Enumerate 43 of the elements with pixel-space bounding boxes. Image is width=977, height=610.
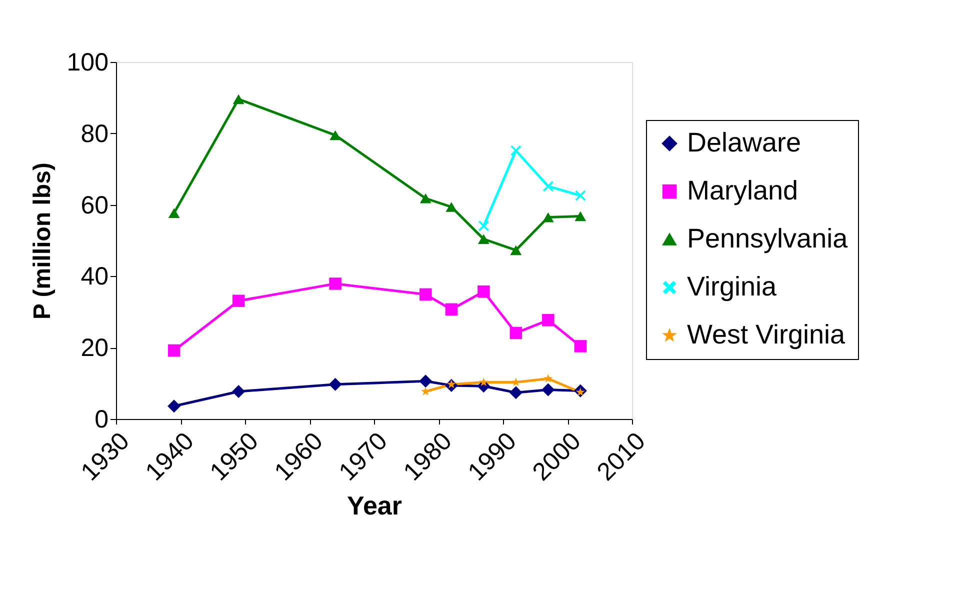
y-tick-label: 80 bbox=[80, 120, 108, 148]
point bbox=[478, 234, 490, 244]
point bbox=[542, 180, 554, 192]
point bbox=[232, 94, 244, 104]
point bbox=[574, 340, 587, 352]
point bbox=[542, 212, 554, 222]
y-axis-title: P (million lbs) bbox=[28, 162, 56, 320]
point bbox=[232, 294, 245, 307]
point bbox=[510, 326, 522, 340]
point bbox=[419, 374, 432, 388]
point bbox=[478, 285, 490, 298]
legend-label: Delaware bbox=[687, 128, 802, 158]
point bbox=[575, 190, 586, 201]
point bbox=[168, 400, 181, 413]
point bbox=[420, 193, 432, 204]
point bbox=[542, 314, 554, 326]
point bbox=[478, 220, 489, 232]
y-tick-label: 100 bbox=[66, 48, 108, 76]
point bbox=[542, 383, 555, 396]
y-tick-label: 40 bbox=[80, 262, 108, 291]
point bbox=[574, 211, 586, 222]
point bbox=[446, 202, 458, 212]
point bbox=[511, 377, 520, 386]
legend-label: Virginia bbox=[687, 272, 778, 302]
point bbox=[510, 145, 522, 156]
point bbox=[509, 386, 522, 400]
y-tick-label: 20 bbox=[80, 334, 108, 362]
point bbox=[328, 378, 342, 391]
y-tick-label: 0 bbox=[94, 406, 108, 434]
x-axis-title: Year bbox=[347, 490, 402, 521]
legend-label: West Virginia bbox=[687, 320, 846, 350]
legend-label: Pennsylvania bbox=[687, 224, 849, 254]
point bbox=[330, 130, 341, 140]
point bbox=[544, 374, 553, 382]
point bbox=[510, 245, 522, 256]
point bbox=[232, 384, 246, 398]
point bbox=[168, 344, 180, 357]
legend-label: Maryland bbox=[687, 176, 798, 206]
point bbox=[419, 288, 432, 301]
point bbox=[168, 208, 180, 218]
point bbox=[329, 278, 342, 290]
y-tick-label: 60 bbox=[80, 191, 108, 220]
point bbox=[445, 303, 458, 316]
